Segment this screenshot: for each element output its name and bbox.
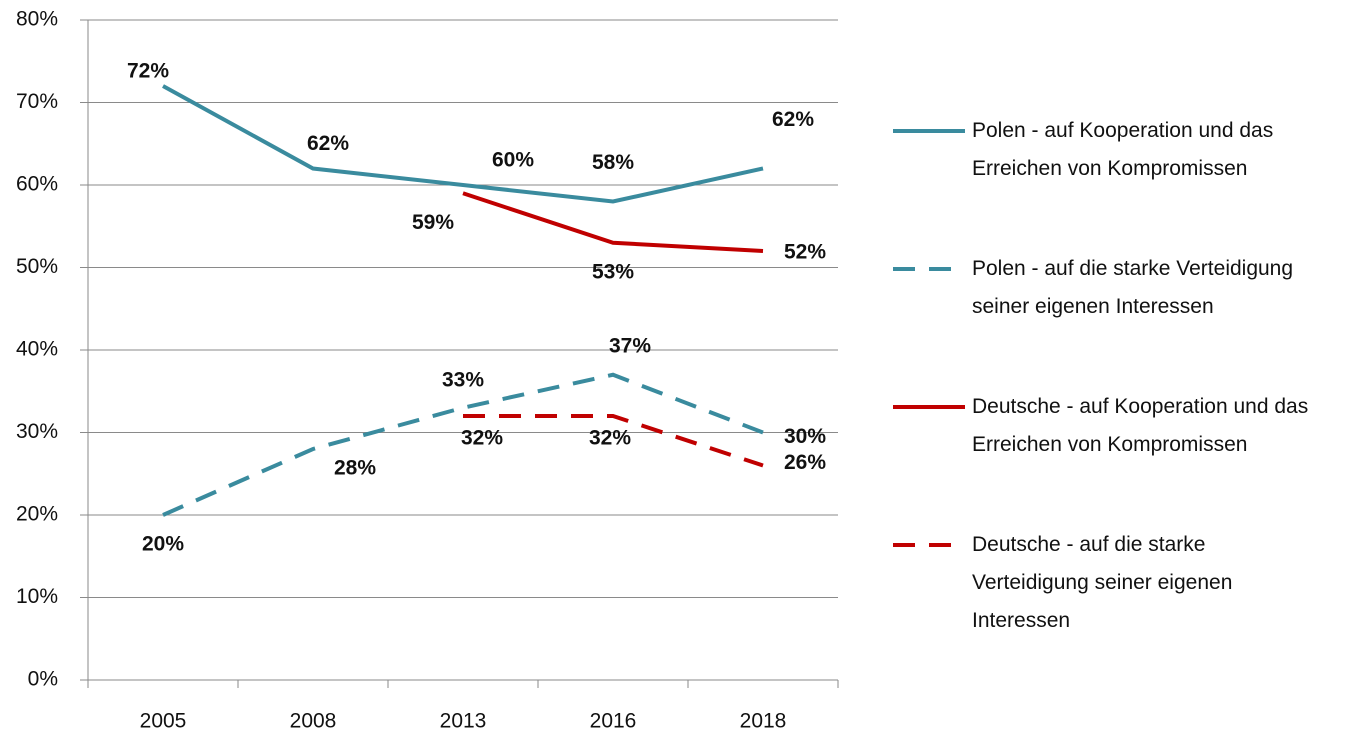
data-label: 52% bbox=[784, 241, 826, 264]
legend-label: Polen - auf die starke Verteidigung sein… bbox=[972, 257, 1294, 318]
data-label: 32% bbox=[461, 427, 503, 450]
legend-swatch bbox=[893, 267, 965, 271]
y-tick-label: 20% bbox=[16, 503, 58, 526]
legend-label: Polen - auf Kooperation und das Erreiche… bbox=[972, 119, 1274, 180]
data-label: 33% bbox=[442, 368, 484, 391]
y-tick-label: 70% bbox=[16, 90, 58, 113]
data-label: 72% bbox=[127, 60, 169, 83]
y-tick-label: 80% bbox=[16, 8, 58, 31]
data-label: 62% bbox=[772, 108, 814, 131]
data-label: 60% bbox=[492, 149, 534, 172]
legend-label: Deutsche - auf die starke Verteidigung s… bbox=[972, 533, 1233, 632]
legend-swatch bbox=[893, 129, 965, 133]
data-label: 28% bbox=[334, 457, 376, 480]
y-tick-label: 50% bbox=[16, 255, 58, 278]
data-label: 32% bbox=[589, 427, 631, 450]
y-tick-label: 60% bbox=[16, 173, 58, 196]
data-label: 26% bbox=[784, 451, 826, 474]
legend-swatch bbox=[893, 543, 965, 547]
y-tick-label: 30% bbox=[16, 420, 58, 443]
x-tick-label: 2018 bbox=[740, 710, 787, 733]
legend-swatch bbox=[893, 405, 965, 409]
data-label: 58% bbox=[592, 151, 634, 174]
x-tick-label: 2005 bbox=[140, 710, 187, 733]
data-label: 62% bbox=[307, 132, 349, 155]
series-line bbox=[162, 84, 764, 204]
data-label: 37% bbox=[609, 334, 651, 357]
series-line bbox=[162, 372, 764, 517]
series-line bbox=[462, 191, 764, 253]
data-label: 59% bbox=[412, 211, 454, 234]
legend-label: Deutsche - auf Kooperation und das Errei… bbox=[972, 395, 1309, 456]
x-tick-label: 2013 bbox=[440, 710, 487, 733]
x-tick-label: 2016 bbox=[590, 710, 637, 733]
y-tick-label: 40% bbox=[16, 338, 58, 361]
x-tick-label: 2008 bbox=[290, 710, 337, 733]
y-tick-label: 0% bbox=[28, 668, 58, 691]
data-label: 53% bbox=[592, 260, 634, 283]
y-tick-label: 10% bbox=[16, 585, 58, 608]
series-line bbox=[463, 414, 764, 468]
data-label: 30% bbox=[784, 425, 826, 448]
data-label: 20% bbox=[142, 533, 184, 556]
